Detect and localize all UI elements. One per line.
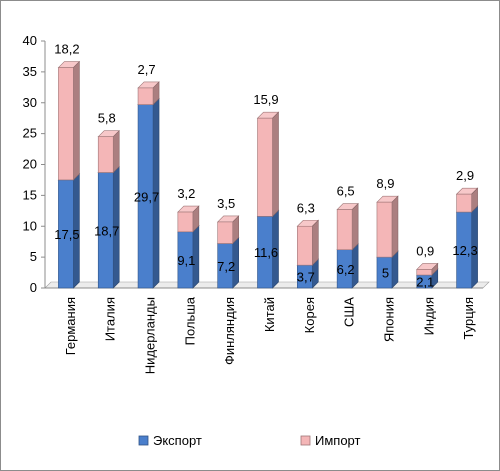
bar-import-front: [416, 269, 433, 276]
y-tick-label: 35: [23, 64, 37, 79]
bar-import: [216, 215, 240, 245]
data-label-import: 8,9: [376, 176, 394, 191]
bar-import-front: [456, 193, 472, 213]
category-label: США: [342, 297, 357, 327]
data-label-export: 18,7: [94, 223, 119, 238]
y-tick-label: 5: [30, 249, 37, 264]
bar-import-front: [376, 201, 393, 258]
data-label-import: 6,3: [297, 200, 315, 215]
y-tick-label: 10: [23, 218, 37, 233]
category-labels: Германия Италия Нидерланды Польша Финляндия К…: [63, 296, 476, 374]
bars: [57, 60, 479, 289]
data-label-import: 3,2: [177, 186, 195, 201]
y-tick-label: 20: [23, 157, 37, 172]
legend: Экспорт Импорт: [138, 433, 360, 448]
bar-import-front: [336, 209, 353, 251]
bar-import-front: [97, 136, 114, 173]
bar-import-front: [137, 87, 154, 105]
y-tick-label: 15: [23, 187, 37, 202]
bar-export-side: [391, 250, 399, 289]
data-label-export: 17,5: [54, 227, 79, 242]
bar-import-side: [112, 129, 120, 174]
data-label-export: 3,7: [297, 270, 315, 285]
data-label-export: 7,2: [217, 259, 235, 274]
data-label-import: 18,2: [54, 42, 79, 57]
bar-import-side: [272, 111, 279, 218]
data-label-import: 15,9: [253, 92, 278, 107]
legend-swatch-export: [138, 435, 149, 446]
category-label: Индия: [421, 297, 436, 335]
bar-import: [256, 111, 280, 218]
bar-import: [97, 129, 120, 174]
y-tick-label: 30: [23, 95, 37, 110]
data-label-import: 2,7: [138, 62, 156, 77]
bar-import: [137, 81, 160, 106]
y-tick-label: 0: [30, 280, 37, 295]
data-label-export: 6,2: [337, 262, 355, 277]
bar-import-front: [58, 67, 74, 181]
data-label-export: 29,7: [134, 189, 159, 204]
bar-import-side: [73, 60, 80, 181]
category-label: Польша: [182, 296, 197, 345]
data-label-export: 9,1: [177, 253, 195, 268]
data-label-export: 5: [382, 266, 389, 281]
legend-swatch-import: [300, 435, 311, 446]
bar-import-front: [297, 225, 313, 266]
data-label-import: 6,5: [337, 184, 355, 199]
bar-import-side: [391, 195, 399, 258]
legend-label-import: Импорт: [315, 433, 360, 448]
category-label: Нидерланды: [143, 297, 158, 374]
category-label: Финляндия: [222, 297, 237, 365]
bar-import-front: [177, 211, 194, 233]
data-labels: 17,5 18,2 18,7 5,8 29,7 2,7 9,1 3,2 7,2 3,5 11,6 15…: [54, 42, 477, 290]
data-label-import: 3,5: [217, 196, 235, 211]
bar-import: [455, 187, 479, 213]
data-label-import: 5,8: [98, 111, 116, 126]
data-label-export: 12,3: [452, 243, 477, 258]
bar-import-side: [312, 219, 319, 266]
legend-label-export: Экспорт: [153, 433, 202, 448]
data-label-import: 0,9: [416, 243, 434, 258]
y-tick-label: 25: [23, 126, 37, 141]
bar-import: [416, 262, 439, 276]
y-tick-label: 40: [23, 33, 37, 48]
category-label: Италия: [103, 297, 118, 341]
category-label: Германия: [63, 297, 78, 355]
bar-import-front: [257, 117, 273, 217]
bar-import: [57, 60, 81, 181]
category-label: Китай: [262, 297, 277, 332]
bar-import: [376, 195, 399, 258]
bar-import-side: [351, 202, 359, 251]
data-label-export: 2,1: [416, 275, 434, 290]
category-label: Корея: [302, 297, 317, 333]
bar-import: [336, 202, 359, 251]
category-label: Турция: [461, 297, 476, 340]
category-label: Япония: [381, 297, 396, 342]
data-label-import: 2,9: [456, 168, 474, 183]
bar-import: [296, 219, 320, 266]
bar-import-front: [217, 221, 233, 244]
bar-import: [177, 205, 200, 233]
data-label-export: 11,6: [254, 245, 278, 260]
